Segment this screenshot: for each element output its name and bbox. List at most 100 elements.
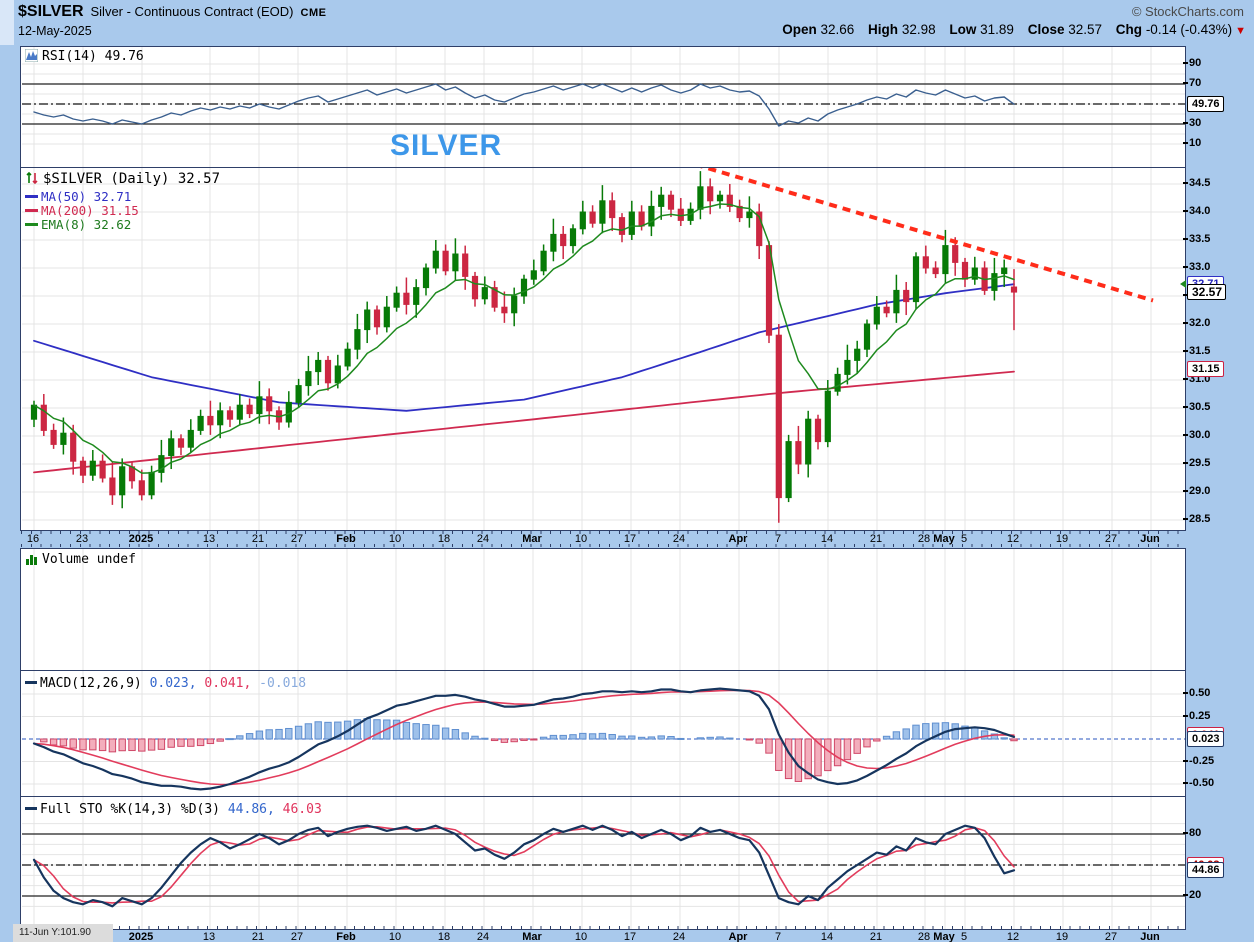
- candle-body: [540, 250, 547, 272]
- date-axis-ticks-bottom: [21, 544, 1185, 547]
- macd-histogram-bar: [59, 738, 68, 747]
- close-value-box: 32.57: [1187, 284, 1227, 300]
- date-label: 12: [1006, 533, 1020, 545]
- bottom-date-label: 18: [437, 931, 451, 942]
- candle-body: [775, 334, 782, 499]
- macd-histogram-bar: [706, 736, 714, 740]
- macd-histogram-bar: [873, 738, 881, 742]
- ema8-line: [33, 203, 1015, 474]
- macd-histogram-bar: [510, 738, 518, 743]
- candle-body: [1001, 267, 1008, 275]
- ma50-line: [33, 283, 1015, 412]
- macd-histogram-bar: [608, 734, 616, 740]
- open-label: Open: [782, 22, 817, 37]
- macd-histogram-bar: [79, 738, 87, 751]
- candles-icon: [25, 171, 39, 189]
- macd-histogram-bar: [157, 738, 166, 750]
- chart-date: 12-May-2025: [18, 24, 92, 38]
- candle-body: [736, 205, 743, 219]
- sto-swatch: [25, 807, 37, 810]
- candle-body: [246, 404, 253, 415]
- macd-histogram-bar: [637, 736, 646, 740]
- candle-body: [79, 460, 87, 476]
- sto-d-line: [33, 825, 1015, 904]
- candle-body: [226, 410, 234, 420]
- symbol-label: $SILVER: [18, 3, 84, 20]
- macd-histogram-bar: [520, 738, 528, 741]
- macd-histogram-bar: [882, 735, 891, 740]
- macd-swatch: [25, 681, 37, 684]
- candle-body: [119, 466, 126, 496]
- macd-histogram-bar: [647, 736, 656, 740]
- date-label: 27: [290, 533, 304, 545]
- macd-histogram-bar: [441, 727, 450, 740]
- macd-histogram-bar: [432, 724, 440, 740]
- candle-body: [99, 460, 106, 479]
- macd-histogram-bar: [353, 719, 362, 740]
- candle-body: [511, 295, 518, 314]
- macd-histogram-bar: [481, 737, 489, 740]
- candle-body: [618, 217, 626, 235]
- candle-body: [726, 194, 733, 207]
- bottom-date-label: 21: [869, 931, 883, 942]
- p-price-svg: [22, 168, 1185, 530]
- chg-value: -0.14 (-0.43%): [1145, 22, 1233, 37]
- candle-body: [481, 287, 488, 300]
- candle-body: [1010, 286, 1018, 293]
- candle-body: [471, 275, 479, 300]
- copyright-label: © StockCharts.com: [1131, 4, 1244, 19]
- sto-d-value: 46.03: [282, 802, 322, 817]
- chg-dropdown-icon[interactable]: ▼: [1235, 25, 1246, 37]
- price-axis-label: 29.5: [1182, 457, 1211, 469]
- macd-legend-text: MACD(12,26,9): [40, 676, 142, 691]
- date-label: 17: [623, 533, 637, 545]
- ema-value-marker: [1180, 280, 1186, 288]
- candle-body: [589, 211, 596, 224]
- price-panel: [20, 167, 1186, 531]
- bottom-date-label: 27: [290, 931, 304, 942]
- macd-histogram-bar: [118, 738, 126, 752]
- rsi-axis-label: 10: [1182, 137, 1202, 149]
- macd-panel: [20, 670, 1186, 797]
- candle-body: [217, 410, 224, 426]
- candle-body: [89, 460, 96, 476]
- macd-histogram-bar: [69, 738, 77, 749]
- candle-body: [893, 289, 900, 314]
- low-value: 31.89: [980, 22, 1014, 37]
- watermark: SILVER: [390, 129, 503, 162]
- bottom-date-label: 14: [820, 931, 834, 942]
- volume-legend-text: Volume undef: [42, 552, 136, 567]
- date-label: Feb: [336, 533, 356, 545]
- sto-k-box: 44.86: [1187, 862, 1224, 878]
- macd-histogram-bar: [549, 734, 558, 740]
- candle-body: [971, 267, 978, 280]
- candle-body: [236, 404, 243, 420]
- candle-body: [295, 385, 302, 403]
- macd-histogram-bar: [657, 735, 665, 740]
- candle-body: [961, 261, 969, 280]
- price-axis-label: 30.0: [1182, 429, 1211, 441]
- ma50-legend: MA(50) 32.71: [25, 190, 131, 204]
- date-label: 21: [251, 533, 265, 545]
- candle-body: [834, 373, 841, 392]
- date-label: 13: [202, 533, 216, 545]
- macd-histogram-bar: [677, 737, 685, 740]
- bottom-date-label: 7: [774, 931, 782, 942]
- candle-body: [932, 267, 939, 275]
- candle-body: [442, 250, 449, 272]
- macd-histogram-bar: [324, 721, 332, 740]
- candle-body: [942, 245, 949, 275]
- candle-body: [256, 396, 263, 415]
- candle-body: [844, 359, 851, 375]
- macd-histogram-bar: [187, 738, 195, 747]
- left-margin-strip: [0, 0, 14, 45]
- bottom-date-label: 28: [917, 931, 931, 942]
- candle-body: [491, 287, 498, 308]
- close-label: Close: [1027, 22, 1065, 37]
- macd-histogram-bar: [147, 738, 156, 751]
- sto-axis-label: 20: [1182, 888, 1202, 901]
- p-rsi-svg: [22, 47, 1185, 167]
- macd-value: 0.023,: [149, 676, 197, 691]
- bottom-date-label: Feb: [336, 931, 356, 942]
- candle-body: [785, 441, 792, 499]
